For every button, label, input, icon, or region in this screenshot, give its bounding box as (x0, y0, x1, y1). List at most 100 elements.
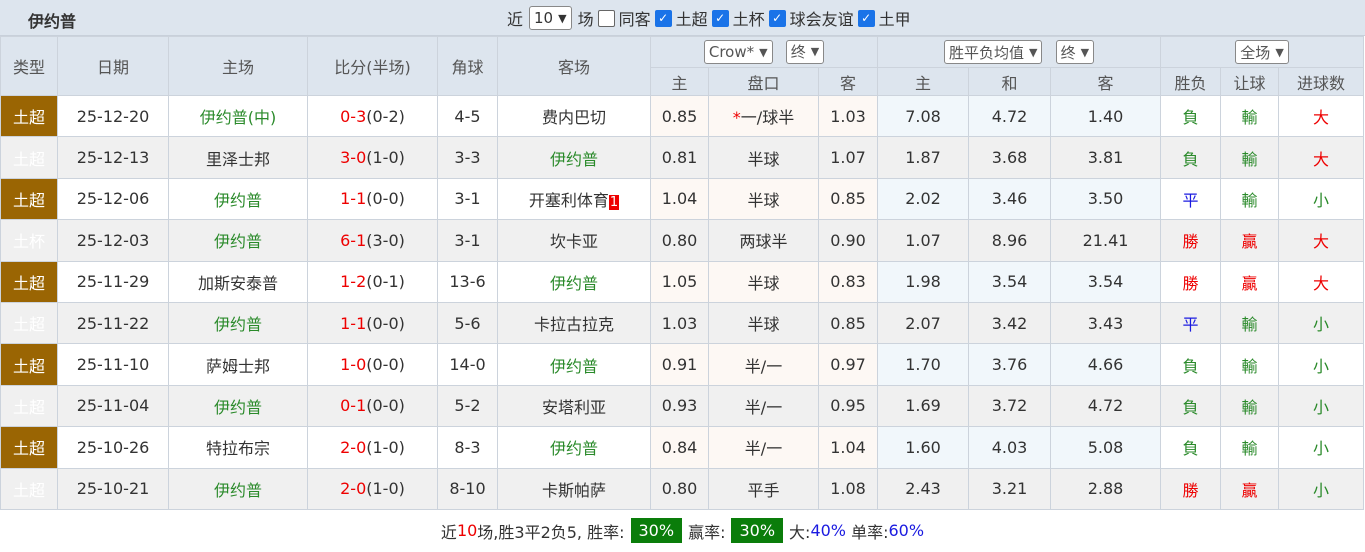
away-cell: 伊约普 (497, 260, 651, 303)
odds-away: 0.97 (817, 343, 879, 386)
half-score: (1-0) (366, 437, 405, 457)
goals-result: 小 (1278, 301, 1365, 345)
filter-checkbox[interactable]: ✓ (768, 9, 786, 27)
goals-result: 大 (1278, 260, 1365, 303)
home-team[interactable]: 伊约普 (168, 301, 308, 345)
league-cell[interactable]: 土超 (0, 426, 58, 469)
handicap-line: 半/一 (708, 426, 819, 469)
line-text: 半/一 (744, 397, 783, 417)
summary-text: 近 (440, 522, 457, 542)
league-cell[interactable]: 土超 (0, 301, 58, 345)
result: 負 (1160, 136, 1222, 179)
home-team[interactable]: 加斯安泰普 (168, 260, 308, 303)
score[interactable]: 0-3 (340, 106, 367, 126)
avg-home: 7.08 (877, 94, 970, 138)
score[interactable]: 3-0 (340, 148, 367, 168)
avg-home: 1.87 (877, 136, 970, 179)
score[interactable]: 6-1 (340, 230, 367, 250)
over-rate: 40% (810, 521, 846, 541)
handicap-stage-select[interactable]: 终 ▼ (785, 39, 825, 64)
league-cell[interactable]: 土超 (0, 136, 58, 179)
score[interactable]: 1-1 (340, 189, 367, 209)
home-team[interactable]: 里泽士邦 (168, 136, 308, 179)
league-cell[interactable]: 土杯 (0, 219, 58, 262)
table-row[interactable]: 土超 25-11-10 萨姆士邦 1-0(0-0) 14-0 伊约普 0.91 … (0, 343, 1365, 386)
home-team[interactable]: 伊约普 (168, 219, 308, 262)
date-cell: 25-12-13 (57, 136, 169, 179)
avg-draw: 3.76 (968, 343, 1052, 386)
handicap-result: 贏 (1220, 260, 1280, 303)
away-team[interactable]: 卡斯帕萨 (541, 480, 606, 500)
avg-select[interactable]: 胜平负均值 ▼ (944, 40, 1043, 64)
filter-checkbox[interactable]: ✓ (857, 9, 875, 27)
corner-cell: 5-2 (437, 384, 498, 428)
away-cell: 费内巴切 (497, 94, 651, 138)
away-team[interactable]: 伊约普 (549, 149, 598, 169)
odds-away: 1.04 (817, 426, 879, 469)
score-cell: 6-1(3-0) (307, 219, 438, 262)
filter-checkbox[interactable]: ✓ (654, 9, 672, 27)
scope-select[interactable]: 全场 ▼ (1235, 40, 1289, 64)
filter-checkbox[interactable]: ✓ (711, 9, 729, 27)
stage-value: 终 (790, 43, 806, 62)
score[interactable]: 0-1 (340, 396, 367, 416)
home-team[interactable]: 伊约普 (168, 467, 308, 510)
home-team[interactable]: 伊约普 (168, 384, 308, 428)
away-team[interactable]: 伊约普 (549, 273, 598, 293)
avg-draw: 4.03 (968, 426, 1052, 469)
away-team[interactable]: 伊约普 (549, 439, 598, 459)
table-row[interactable]: 土超 25-12-13 里泽士邦 3-0(1-0) 3-3 伊约普 0.81 半… (0, 136, 1365, 179)
score[interactable]: 2-0 (340, 479, 367, 499)
table-row[interactable]: 土超 25-10-26 特拉布宗 2-0(1-0) 8-3 伊约普 0.84 半… (0, 426, 1365, 469)
avg-away: 5.08 (1050, 426, 1162, 469)
table-row[interactable]: 土超 25-11-22 伊约普 1-1(0-0) 5-6 卡拉古拉克 1.03 … (0, 301, 1365, 345)
avg-stage-select[interactable]: 终 ▼ (1055, 40, 1095, 64)
away-cell: 坎卡亚 (497, 219, 651, 262)
corner-cell: 14-0 (437, 343, 498, 386)
away-cell: 伊约普 (497, 343, 651, 386)
table-row[interactable]: 土超 25-10-21 伊约普 2-0(1-0) 8-10 卡斯帕萨 0.80 … (0, 467, 1365, 510)
summary-footer: 近 10 场,胜3平2负5, 胜率: 30% 赢率: 30% 大: 40% 单率: 60% (0, 510, 1365, 552)
league-cell[interactable]: 土超 (0, 94, 58, 138)
league-cell[interactable]: 土超 (0, 260, 58, 303)
league-cell[interactable]: 土超 (0, 384, 58, 428)
home-team[interactable]: 伊约普(中) (168, 94, 308, 138)
summary-count: 10 (456, 521, 478, 541)
same-host-checkbox[interactable] (597, 9, 615, 27)
table-row[interactable]: 土超 25-12-20 伊约普(中) 0-3(0-2) 4-5 费内巴切 0.8… (0, 94, 1365, 138)
date-cell: 25-12-20 (57, 94, 169, 138)
subcol-header: 客 (817, 67, 879, 96)
score[interactable]: 2-0 (340, 437, 367, 457)
away-cell: 卡拉古拉克 (497, 301, 651, 345)
home-team[interactable]: 伊约普 (168, 177, 308, 221)
half-score: (0-1) (366, 272, 405, 292)
home-team[interactable]: 特拉布宗 (168, 426, 308, 469)
away-team[interactable]: 坎卡亚 (549, 232, 598, 252)
result: 勝 (1160, 219, 1222, 262)
away-team[interactable]: 安塔利亚 (541, 397, 606, 417)
half-score: (3-0) (366, 230, 405, 250)
table-row[interactable]: 土超 25-11-29 加斯安泰普 1-2(0-1) 13-6 伊约普 1.05… (0, 260, 1365, 303)
score[interactable]: 1-0 (340, 355, 367, 375)
date-cell: 25-10-26 (57, 426, 169, 469)
line-text: 一/球半 (740, 108, 795, 128)
away-team[interactable]: 伊约普 (549, 356, 598, 376)
company-select[interactable]: Crow* ▼ (703, 40, 773, 65)
league-cell[interactable]: 土超 (0, 343, 58, 386)
recent-count-select[interactable]: 10 ▼ (529, 6, 572, 30)
away-team[interactable]: 开塞利体育 (528, 190, 609, 210)
handicap-result: 贏 (1220, 467, 1280, 510)
home-team[interactable]: 萨姆士邦 (168, 343, 308, 386)
table-row[interactable]: 土超 25-11-04 伊约普 0-1(0-0) 5-2 安塔利亚 0.93 半… (0, 384, 1365, 428)
line-text: 平手 (747, 480, 780, 500)
league-cell[interactable]: 土超 (0, 177, 58, 221)
table-row[interactable]: 土杯 25-12-03 伊约普 6-1(3-0) 3-1 坎卡亚 0.80 两球… (0, 219, 1365, 262)
col-home: 主场 (168, 36, 308, 96)
table-row[interactable]: 土超 25-12-06 伊约普 1-1(0-0) 3-1 开塞利体育1 1.04… (0, 177, 1365, 221)
away-team[interactable]: 费内巴切 (541, 108, 606, 128)
score[interactable]: 1-2 (340, 272, 367, 292)
away-team[interactable]: 卡拉古拉克 (533, 315, 614, 335)
away-cell: 卡斯帕萨 (497, 467, 651, 510)
score[interactable]: 1-1 (340, 313, 367, 333)
league-cell[interactable]: 土超 (0, 467, 58, 510)
